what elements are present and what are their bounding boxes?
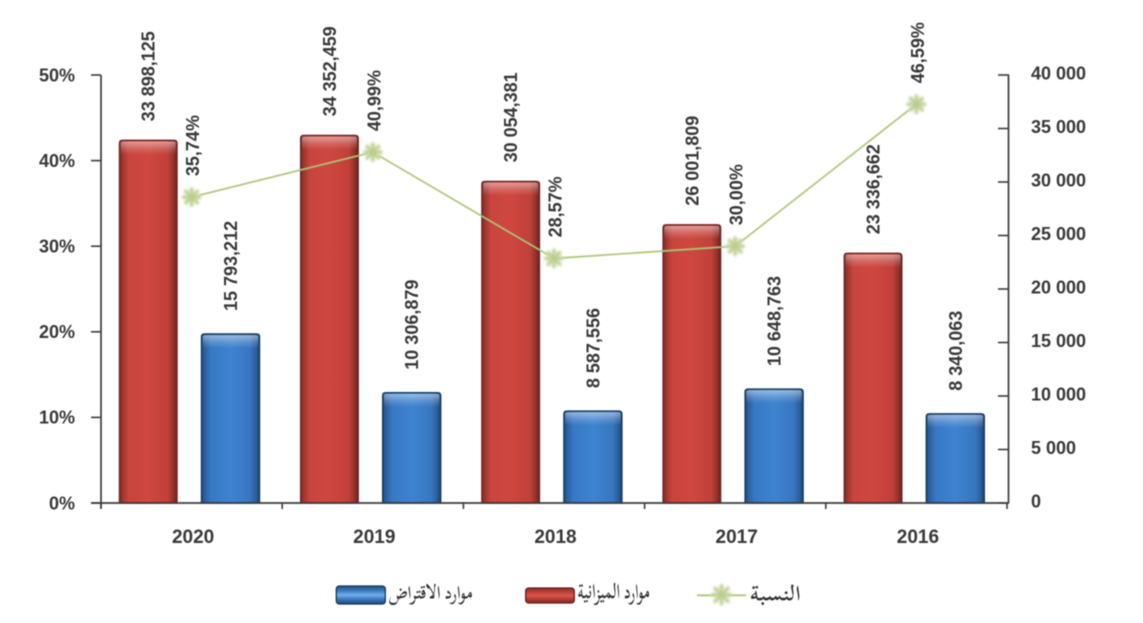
svg-text:35,74%: 35,74% — [183, 115, 203, 176]
svg-text:30,00%: 30,00% — [727, 164, 747, 225]
svg-text:33 898,125: 33 898,125 — [139, 31, 159, 121]
svg-text:25 000: 25 000 — [1031, 224, 1086, 244]
svg-text:0: 0 — [1031, 492, 1041, 512]
svg-text:10 000: 10 000 — [1031, 385, 1086, 405]
svg-text:2018: 2018 — [534, 527, 576, 548]
svg-text:23 336,662: 23 336,662 — [864, 144, 884, 234]
svg-text:30 000: 30 000 — [1031, 171, 1086, 191]
svg-text:15 000: 15 000 — [1031, 331, 1086, 351]
svg-text:2016: 2016 — [897, 527, 939, 548]
svg-text:15 793,212: 15 793,212 — [221, 221, 241, 311]
svg-text:8 587,556: 8 587,556 — [583, 308, 603, 388]
svg-text:28,57%: 28,57% — [546, 176, 566, 237]
svg-text:40,99%: 40,99% — [364, 70, 384, 131]
svg-text:35 000: 35 000 — [1031, 117, 1086, 137]
svg-text:26 001,809: 26 001,809 — [682, 116, 702, 206]
svg-text:30 054,381: 30 054,381 — [501, 72, 521, 162]
svg-text:46,59%: 46,59% — [908, 22, 928, 83]
svg-text:40%: 40% — [39, 151, 75, 171]
svg-text:10%: 10% — [39, 408, 75, 428]
svg-text:50%: 50% — [39, 65, 75, 85]
svg-text:30%: 30% — [39, 237, 75, 257]
svg-text:10 306,879: 10 306,879 — [402, 280, 422, 370]
svg-text:2017: 2017 — [716, 527, 758, 548]
svg-text:10 648,763: 10 648,763 — [765, 276, 785, 366]
svg-text:20 000: 20 000 — [1031, 278, 1086, 298]
svg-text:34 352,459: 34 352,459 — [320, 26, 340, 116]
svg-text:5 000: 5 000 — [1031, 438, 1076, 458]
svg-text:20%: 20% — [39, 322, 75, 342]
svg-text:0%: 0% — [49, 493, 75, 513]
svg-text:40 000: 40 000 — [1031, 64, 1086, 84]
svg-text:2019: 2019 — [353, 527, 395, 548]
svg-text:8 340,063: 8 340,063 — [946, 311, 966, 391]
svg-text:2020: 2020 — [172, 527, 214, 548]
